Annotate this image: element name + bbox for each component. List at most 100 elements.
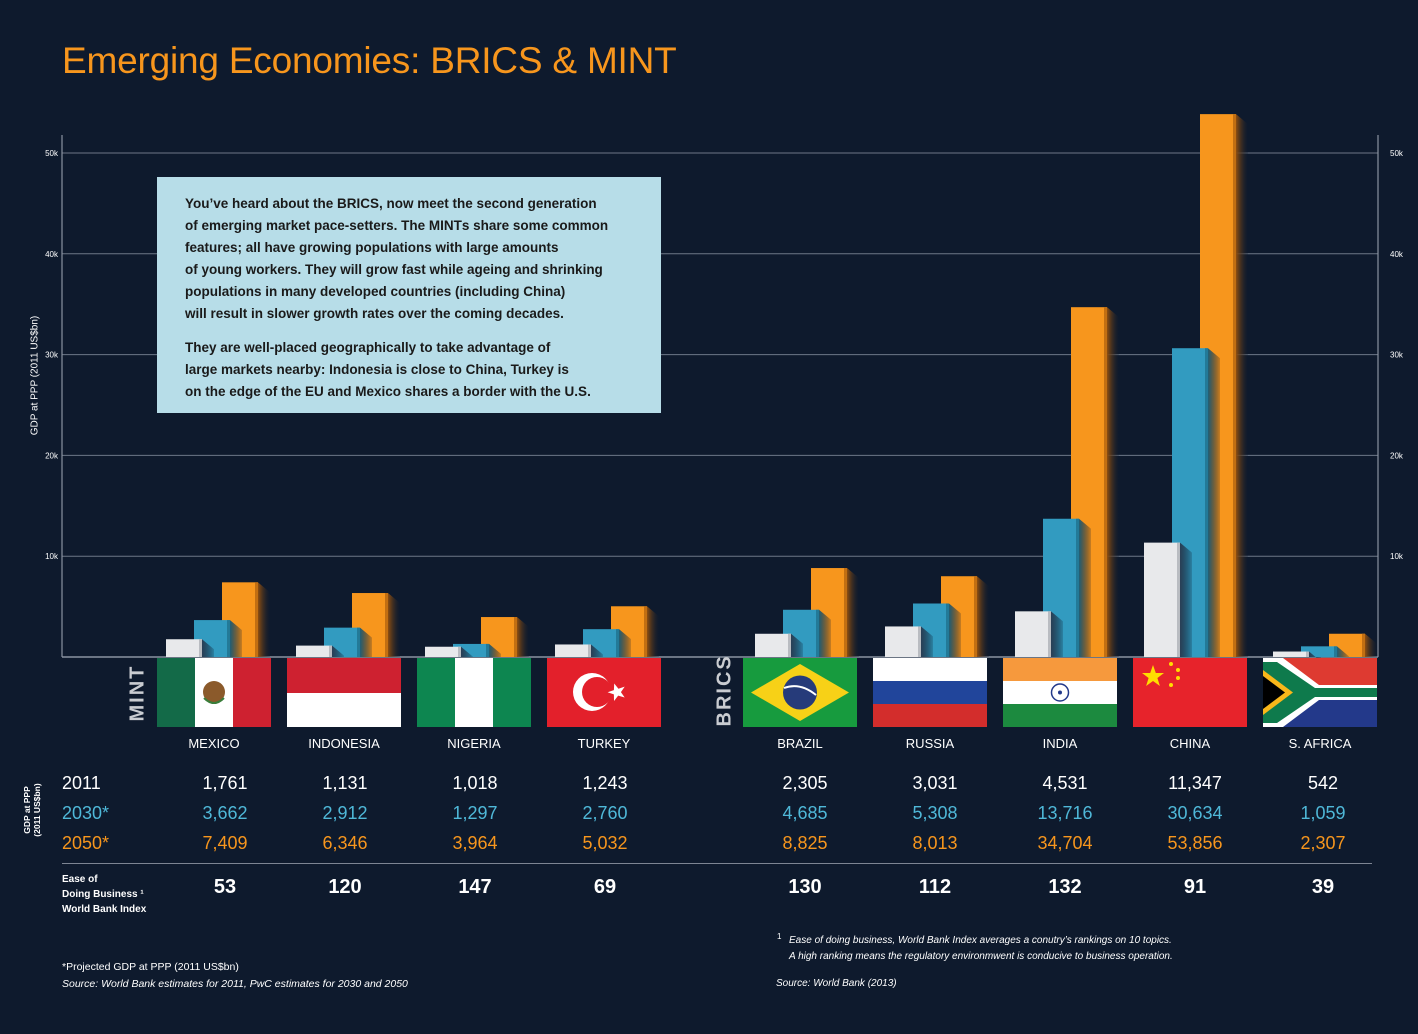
country-label: INDIA [1042, 736, 1078, 751]
bar-2050-edge [974, 576, 977, 657]
footnote-ease-line1: Ease of doing business, World Bank Index… [789, 935, 1172, 946]
bar-2050-edge [1362, 633, 1365, 657]
gdp-value-2050: 2,307 [1300, 833, 1346, 853]
flag-china [1133, 658, 1247, 727]
gdp-value-2011: 4,531 [1042, 773, 1088, 793]
info-line: of young workers. They will grow fast wh… [185, 262, 603, 277]
bar-2030-shadow [1208, 348, 1220, 657]
bar-2050-edge [255, 582, 258, 657]
bar-2030-shadow [489, 643, 501, 657]
mexico-flag-icon [157, 658, 271, 727]
gdp-value-2030: 1,059 [1300, 803, 1346, 823]
bar-2030-edge [946, 603, 949, 657]
y-tick-label-left: 30k [45, 351, 59, 360]
bar-2030-shadow [619, 629, 631, 657]
gdp-value-2030: 13,716 [1037, 803, 1093, 823]
tick-labels: 10k 10k 20k 20k 30k 30k 40k 40k 50k 50k [45, 149, 1404, 561]
bar-2050-shadow [977, 576, 989, 657]
gdp-value-2050: 34,704 [1037, 833, 1093, 853]
gdp-value-2030: 30,634 [1167, 803, 1223, 823]
south-africa-flag-icon [1263, 658, 1377, 727]
country-label: INDONESIA [308, 736, 380, 751]
ease-value: 147 [458, 876, 492, 898]
y-tick-label-left: 40k [45, 250, 59, 259]
gdp-value-2030: 2,760 [582, 803, 628, 823]
bar-2011-shadow [591, 644, 603, 657]
bar-2011-edge [1177, 542, 1180, 657]
flag-nigeria [417, 658, 531, 727]
info-paragraph-2: They are well-placed geographically to t… [185, 337, 661, 403]
bar-2050-shadow [517, 617, 529, 657]
gdp-value-2011: 1,018 [452, 773, 498, 793]
gdp-value-2050: 53,856 [1167, 833, 1223, 853]
bar-2030-shadow [819, 609, 831, 657]
bar-2030-edge [1076, 518, 1079, 657]
gdp-value-2030: 2,912 [322, 803, 368, 823]
bar-2011 [1015, 611, 1051, 657]
ease-value: 130 [788, 876, 822, 898]
info-line: on the edge of the EU and Mexico shares … [185, 384, 591, 399]
bar-2030-shadow [230, 620, 242, 657]
flag-russia [873, 658, 987, 727]
bar-2030-edge [486, 643, 489, 657]
china-flag-icon [1133, 658, 1247, 727]
ease-label-line: World Bank Index [62, 904, 147, 915]
y-tick-label-right: 50k [1390, 149, 1404, 158]
country-label: S. AFRICA [1288, 736, 1352, 751]
bar-2011-shadow [202, 639, 214, 657]
ease-value: 120 [328, 876, 362, 898]
bar-2011 [755, 633, 791, 657]
bar-2011-edge [788, 633, 791, 657]
bar-2050-shadow [647, 606, 659, 657]
info-line: large markets nearby: Indonesia is close… [185, 362, 569, 377]
flag-india [1003, 658, 1117, 727]
flag-indonesia [287, 658, 401, 727]
gdp-value-2050: 7,409 [202, 833, 248, 853]
bar-2030-edge [227, 620, 230, 657]
bar-2050-edge [1233, 114, 1236, 657]
ease-note-line1: Ease of doing business, World Bank Index… [789, 935, 1172, 946]
footnote-projected: *Projected GDP at PPP (2011 US$bn) [62, 961, 239, 973]
brazil-flag-icon [743, 658, 857, 727]
info-line: features; all have growing populations w… [185, 240, 559, 255]
flag-turkey [547, 658, 661, 727]
ease-label-line: Doing Business ¹ [62, 889, 144, 900]
source-left-text: Source: World Bank estimates for 2011, P… [62, 978, 408, 990]
footnote-source-left: Source: World Bank estimates for 2011, P… [62, 978, 408, 990]
gdp-value-2011: 1,761 [202, 773, 248, 793]
india-flag-icon [1003, 658, 1117, 727]
bar-2011-shadow [332, 645, 344, 657]
bar-2030-edge [357, 627, 360, 657]
bar-2011-shadow [921, 626, 933, 657]
flag-brazil [743, 658, 857, 727]
table-divider [62, 863, 1372, 864]
footnote-ease-line2: A high ranking means the regulatory envi… [789, 951, 1173, 962]
bar-2011-shadow [1180, 542, 1192, 657]
country-label: BRAZIL [777, 736, 823, 751]
bar-2030-shadow [1337, 646, 1349, 657]
nigeria-flag-icon [417, 658, 531, 727]
bar-2011 [1273, 651, 1309, 657]
info-line: They are well-placed geographically to t… [185, 340, 551, 355]
y-tick-label-left: 20k [45, 451, 59, 460]
bar-2050-shadow [1107, 307, 1119, 657]
bar-2030-edge [616, 629, 619, 657]
gdp-value-2050: 8,825 [782, 833, 828, 853]
bar-2011 [425, 646, 461, 657]
flag-south-africa [1263, 658, 1377, 727]
gdp-value-2050: 5,032 [582, 833, 628, 853]
bar-2011 [166, 639, 202, 657]
gdp-value-2011: 3,031 [912, 773, 958, 793]
row-label-2030: 2030* [62, 803, 110, 823]
ease-note-line2: A high ranking means the regulatory envi… [789, 951, 1173, 962]
group-label-brics: BRICS [713, 654, 736, 727]
bar-2030-edge [1334, 646, 1337, 657]
source-right-text: Source: World Bank (2013) [776, 978, 897, 989]
bar-2011-edge [329, 645, 332, 657]
bar-2050-edge [844, 568, 847, 657]
gdp-value-2030: 5,308 [912, 803, 958, 823]
ease-value: 39 [1311, 876, 1335, 898]
bar-2050-edge [385, 593, 388, 657]
gdp-value-2050: 3,964 [452, 833, 498, 853]
row-label-2011: 2011 [62, 773, 101, 793]
